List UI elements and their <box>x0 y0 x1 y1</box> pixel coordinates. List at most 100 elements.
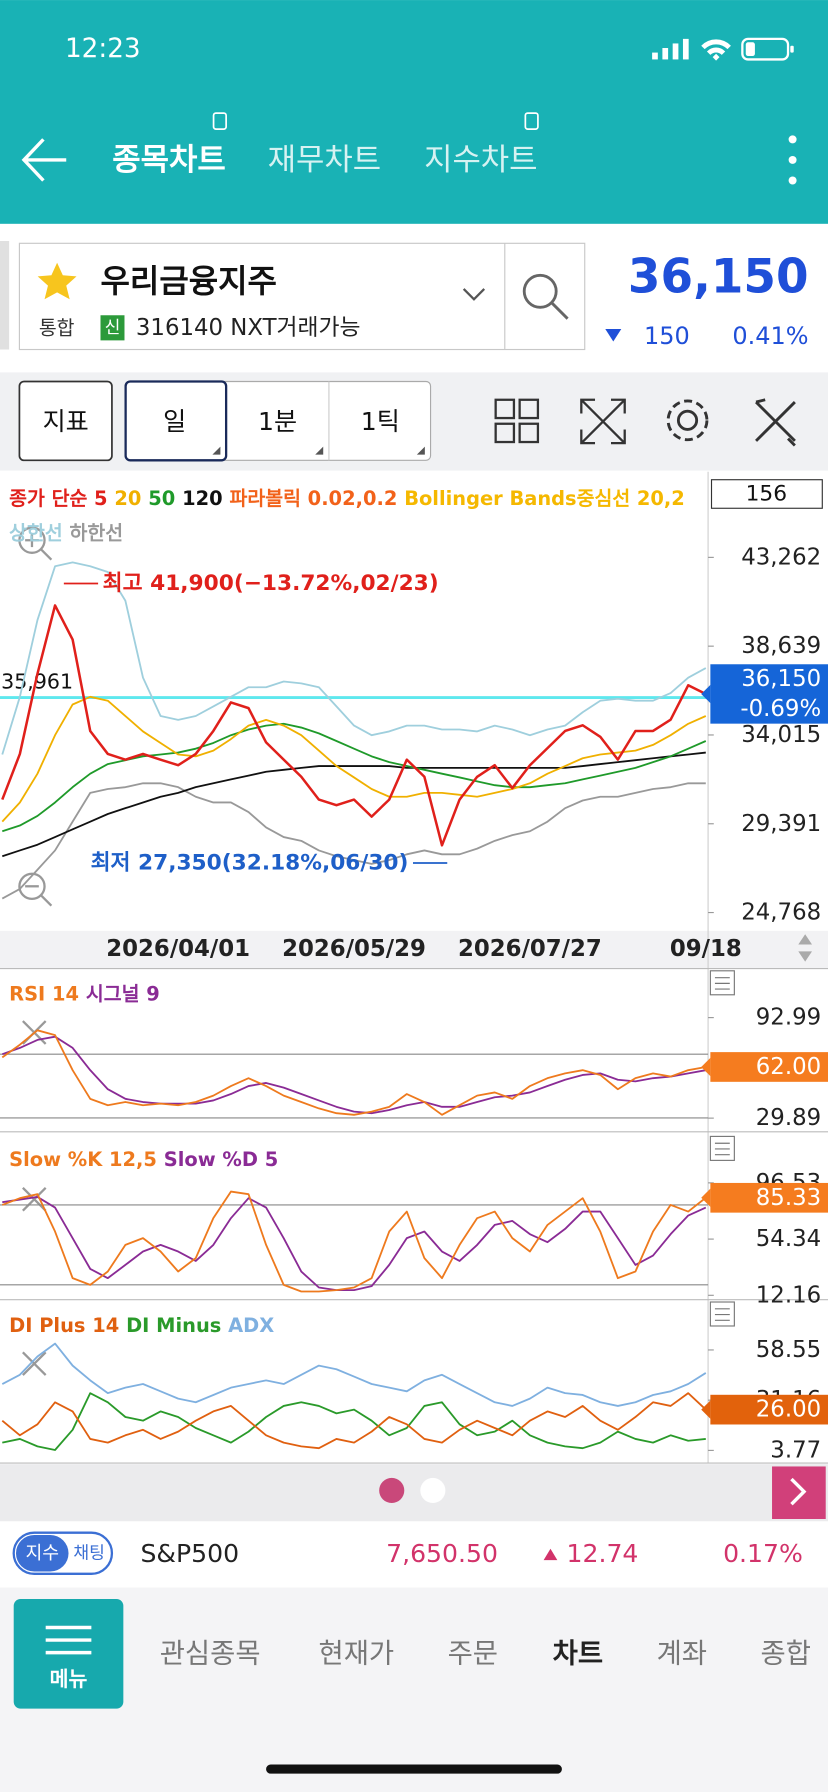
series-line <box>1 1190 707 1293</box>
series-line <box>2 722 707 833</box>
tab[interactable]: 재무차트 <box>268 142 381 178</box>
header-bg <box>0 0 828 224</box>
legend-entry: Slow %D 5 <box>164 1148 278 1171</box>
value-tag-label: 85.33 <box>756 1185 821 1211</box>
series-line <box>2 1196 707 1292</box>
series-line <box>1 751 706 858</box>
value-tag <box>710 1052 828 1082</box>
value-tag-notch <box>701 684 711 704</box>
x-tick-label: 2026/07/27 <box>458 936 602 962</box>
value-tag-notch <box>701 1188 711 1207</box>
nav-item[interactable]: 종합 <box>761 1638 811 1669</box>
up-arrow <box>543 1548 558 1561</box>
series-line <box>1 1392 707 1450</box>
reference-label-bg <box>0 670 76 694</box>
legend: 상한선 하한선 <box>9 521 123 544</box>
search-button[interactable] <box>522 273 569 320</box>
y-tick-label: 54.34 <box>756 1226 821 1252</box>
nav-item[interactable]: 현재가 <box>319 1638 395 1669</box>
series-line <box>1 1342 707 1407</box>
panel-dividers <box>0 967 828 1464</box>
page-dot[interactable] <box>420 1477 446 1504</box>
tab-icons <box>212 112 539 130</box>
favorite-star[interactable] <box>37 262 77 300</box>
expand-button[interactable] <box>580 398 626 445</box>
button-label[interactable]: 일 <box>163 407 186 436</box>
series-line <box>1 604 707 847</box>
pager-bg <box>0 1464 828 1522</box>
legend-entry: DI Minus <box>126 1313 221 1336</box>
series-line <box>2 1392 706 1451</box>
index-name: S&P500 <box>140 1539 239 1568</box>
legend-entry: ADX <box>228 1313 274 1336</box>
annotation: 최고 41,900(−13.72%,02/23) <box>103 571 439 596</box>
period-count: 156 <box>746 481 787 506</box>
plots: 35,96124,76829,39134,01538,63943,2622026… <box>0 486 828 1463</box>
more-menu[interactable] <box>788 135 797 185</box>
layout-button[interactable] <box>494 398 540 444</box>
ticker-bg <box>0 1522 828 1587</box>
indicator-button[interactable] <box>18 380 113 462</box>
status-icons <box>652 37 794 61</box>
x-tick-label: 2026/05/29 <box>282 936 426 962</box>
y-tick-label: 12.16 <box>756 1282 821 1308</box>
legend-entry: 50 <box>148 486 175 509</box>
value-tag-label: 62.00 <box>756 1054 821 1080</box>
settings-button[interactable] <box>666 399 709 442</box>
stock-name: 우리금융지주 <box>101 262 277 300</box>
zoom-buttons[interactable] <box>18 526 53 907</box>
ticker-tag: 지수 <box>25 1543 59 1564</box>
period-button-active[interactable] <box>124 380 228 462</box>
y-tick-label: 38,639 <box>741 633 821 659</box>
y-tick-label: 29.89 <box>756 1105 821 1131</box>
button-label[interactable]: 1분 <box>258 407 297 436</box>
legend: 종가 단순 5 20 50 120 파라볼릭 0.02,0.2 Bollinger Ban… <box>9 486 685 509</box>
series-line <box>1 561 707 755</box>
tab[interactable]: 지수차트 <box>424 142 537 178</box>
status-time: 12:23 <box>65 34 141 64</box>
legend: RSI 14 시그널 9 <box>9 982 160 1005</box>
tab[interactable]: 종목차트 <box>112 142 225 178</box>
nav-item[interactable]: 차트 <box>553 1638 603 1669</box>
legend-entry: DI Plus 14 <box>9 1313 119 1336</box>
legend-entry: 종가 단순 5 <box>9 486 107 509</box>
y-tick-label: 24,768 <box>741 900 821 926</box>
dropdown[interactable] <box>462 288 486 301</box>
ticker-pill-active <box>15 1534 69 1572</box>
value-tag-notch <box>701 1400 711 1419</box>
menu-label: 메뉴 <box>50 1667 88 1691</box>
series-line <box>1 782 706 900</box>
legend-entry: 20 <box>114 486 141 509</box>
next-arrow <box>790 1477 807 1506</box>
tools-button[interactable] <box>755 398 796 447</box>
left-edge <box>0 241 10 350</box>
value-tag-label: 36,150 <box>741 666 821 692</box>
panel-menu-buttons[interactable] <box>709 970 735 1327</box>
series-line <box>1 1029 706 1116</box>
legend-entry: 120 <box>182 486 223 509</box>
y-tick-label: 3.77 <box>770 1437 821 1463</box>
next-button[interactable] <box>772 1466 826 1519</box>
nav-item[interactable]: 계좌 <box>657 1638 707 1669</box>
legend: DI Plus 14 DI Minus ADX <box>9 1313 274 1336</box>
legend-entry: 하한선 <box>70 521 124 544</box>
badge-bg <box>100 315 125 341</box>
legend-entry: 파라볼릭 0.02,0.2 <box>230 486 398 509</box>
market: 통합 <box>39 316 75 339</box>
price: 36,150 <box>628 251 809 305</box>
badge: 신 <box>105 318 121 338</box>
menu-icon <box>45 1625 92 1655</box>
legend-entry: RSI 14 <box>9 982 79 1005</box>
value-tag <box>710 1394 828 1425</box>
value-tag-notch <box>701 1057 711 1077</box>
back-button[interactable] <box>21 138 67 182</box>
nav-item[interactable]: 관심종목 <box>160 1638 261 1669</box>
page-dot[interactable] <box>379 1477 405 1504</box>
axis-scroll[interactable] <box>798 934 813 962</box>
button-label[interactable]: 1틱 <box>361 407 400 436</box>
legend-entry: Bollinger Bands중심선 20,2 <box>404 486 685 509</box>
change: 150 <box>644 322 690 350</box>
nav-item[interactable]: 주문 <box>448 1638 498 1669</box>
ticker-tag: 채팅 <box>73 1543 105 1563</box>
